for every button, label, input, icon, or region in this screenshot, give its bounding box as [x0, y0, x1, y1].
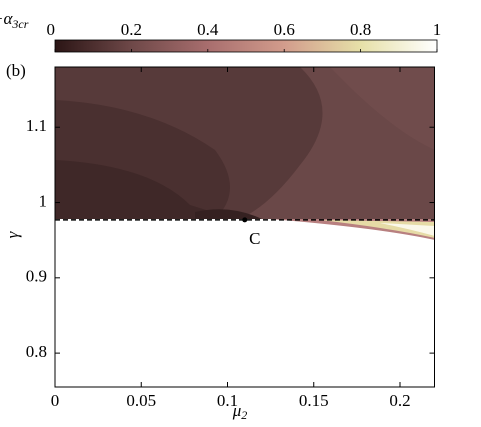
x-tick-label: 0.15 [299, 391, 329, 410]
colorbar-label: −α3cr [0, 9, 29, 31]
colorbar-tick-label: 0.2 [121, 20, 142, 39]
point-label: C [249, 229, 260, 248]
contour-band [195, 209, 262, 219]
y-axis-label: γ [3, 230, 22, 238]
colorbar [54, 39, 438, 53]
plot-frame [54, 66, 435, 388]
colorbar-label-subscript: 3cr [11, 17, 28, 31]
x-tick-label: 0 [51, 391, 60, 410]
colorbar-tick-label: 0.8 [350, 20, 371, 39]
contour-band [330, 67, 435, 150]
colorbar-tick-label: 1 [433, 20, 442, 39]
colorbar-tick-label: 0 [47, 20, 56, 39]
y-tick-label: 0.9 [26, 267, 47, 286]
x-axis-label-symbol: μ [232, 401, 242, 420]
contour-band [380, 223, 435, 236]
panel-label: (b) [6, 61, 26, 80]
contour-field [55, 67, 435, 240]
x-axis-label: μ2 [232, 401, 248, 422]
colorbar-label-symbol: −α [0, 9, 13, 28]
x-tick-label: 0.2 [389, 391, 410, 410]
y-tick-label: 1 [39, 191, 48, 210]
y-tick-label: 0.8 [26, 342, 47, 361]
x-tick-label: 0.1 [217, 391, 238, 410]
x-axis-label-subscript: 2 [241, 408, 247, 422]
x-tick-label: 0.05 [126, 391, 156, 410]
contour-band [55, 160, 235, 219]
colorbar-tick-label: 0.6 [274, 20, 295, 39]
point-c [242, 217, 248, 223]
colorbar-tick-label: 0.4 [197, 20, 219, 39]
y-tick-label: 1.1 [26, 116, 47, 135]
